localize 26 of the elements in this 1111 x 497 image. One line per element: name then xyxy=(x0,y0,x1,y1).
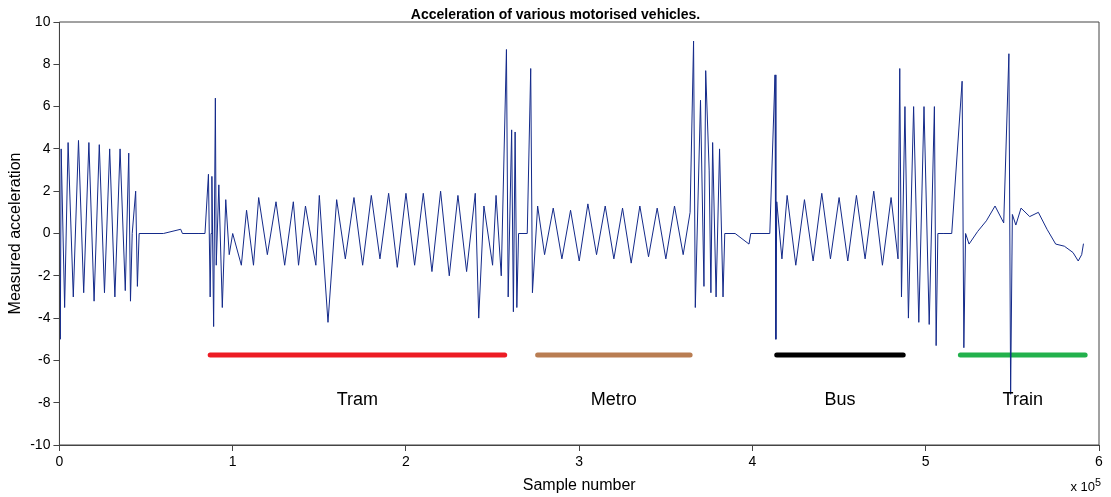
x-tick-label: 1 xyxy=(228,453,237,470)
x-tick-label: 5 xyxy=(921,453,930,470)
y-tick-label: -4 xyxy=(37,308,51,325)
text: x 10$^{5}$ xyxy=(1070,476,1101,495)
series-label: Tram xyxy=(336,389,379,410)
y-tick-label: 0 xyxy=(42,224,51,241)
x-tick-label: 3 xyxy=(575,453,584,470)
y-axis-title: Measured acceleration xyxy=(6,152,24,315)
y-tick-label: 6 xyxy=(42,97,51,114)
x-axis-title: Sample number xyxy=(522,475,637,493)
series-label: Bus xyxy=(824,389,856,410)
series-label: Train xyxy=(1002,389,1043,410)
y-tick-label: -6 xyxy=(37,351,51,368)
x-tick-label: 4 xyxy=(748,453,757,470)
y-tick-label: 4 xyxy=(42,139,51,156)
y-tick-label: -8 xyxy=(37,393,51,410)
x-tick-label: 0 xyxy=(55,453,64,470)
x-tick-label: 6 xyxy=(1095,453,1104,470)
x-tick-label: 2 xyxy=(402,453,411,470)
y-tick-label: 2 xyxy=(42,182,51,199)
series-label: Metro xyxy=(590,389,637,410)
y-tick-label: -10 xyxy=(30,435,51,452)
chart-title: Acceleration of various motorised vehicles. xyxy=(410,6,701,22)
y-tick-label: 10 xyxy=(34,12,51,29)
y-tick-label: -2 xyxy=(37,266,51,283)
y-tick-label: 8 xyxy=(42,55,51,72)
